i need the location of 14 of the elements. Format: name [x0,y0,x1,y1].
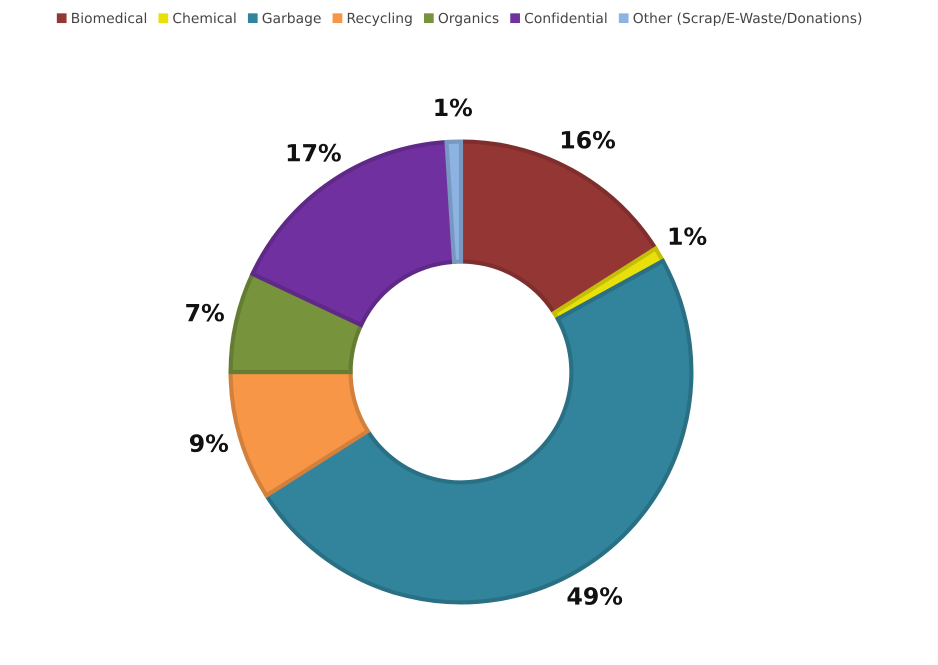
legend-label: Other (Scrap/E-Waste/Donations) [633,12,862,26]
data-label: 7% [186,304,224,322]
data-label: 16% [562,130,616,149]
legend-label: Chemical [173,12,236,24]
legend-label: Garbage [262,12,321,26]
data-label: 1% [435,98,472,116]
data-label: 9% [190,434,228,452]
legend-label: Recycling [348,12,412,26]
data-label: 17% [288,144,341,162]
legend-label: Confidential [524,12,606,24]
legend-label: Organics [438,12,498,26]
data-label: 1% [670,227,706,246]
legend-label: Biomedical [72,12,146,24]
data-label: 49% [568,587,622,605]
